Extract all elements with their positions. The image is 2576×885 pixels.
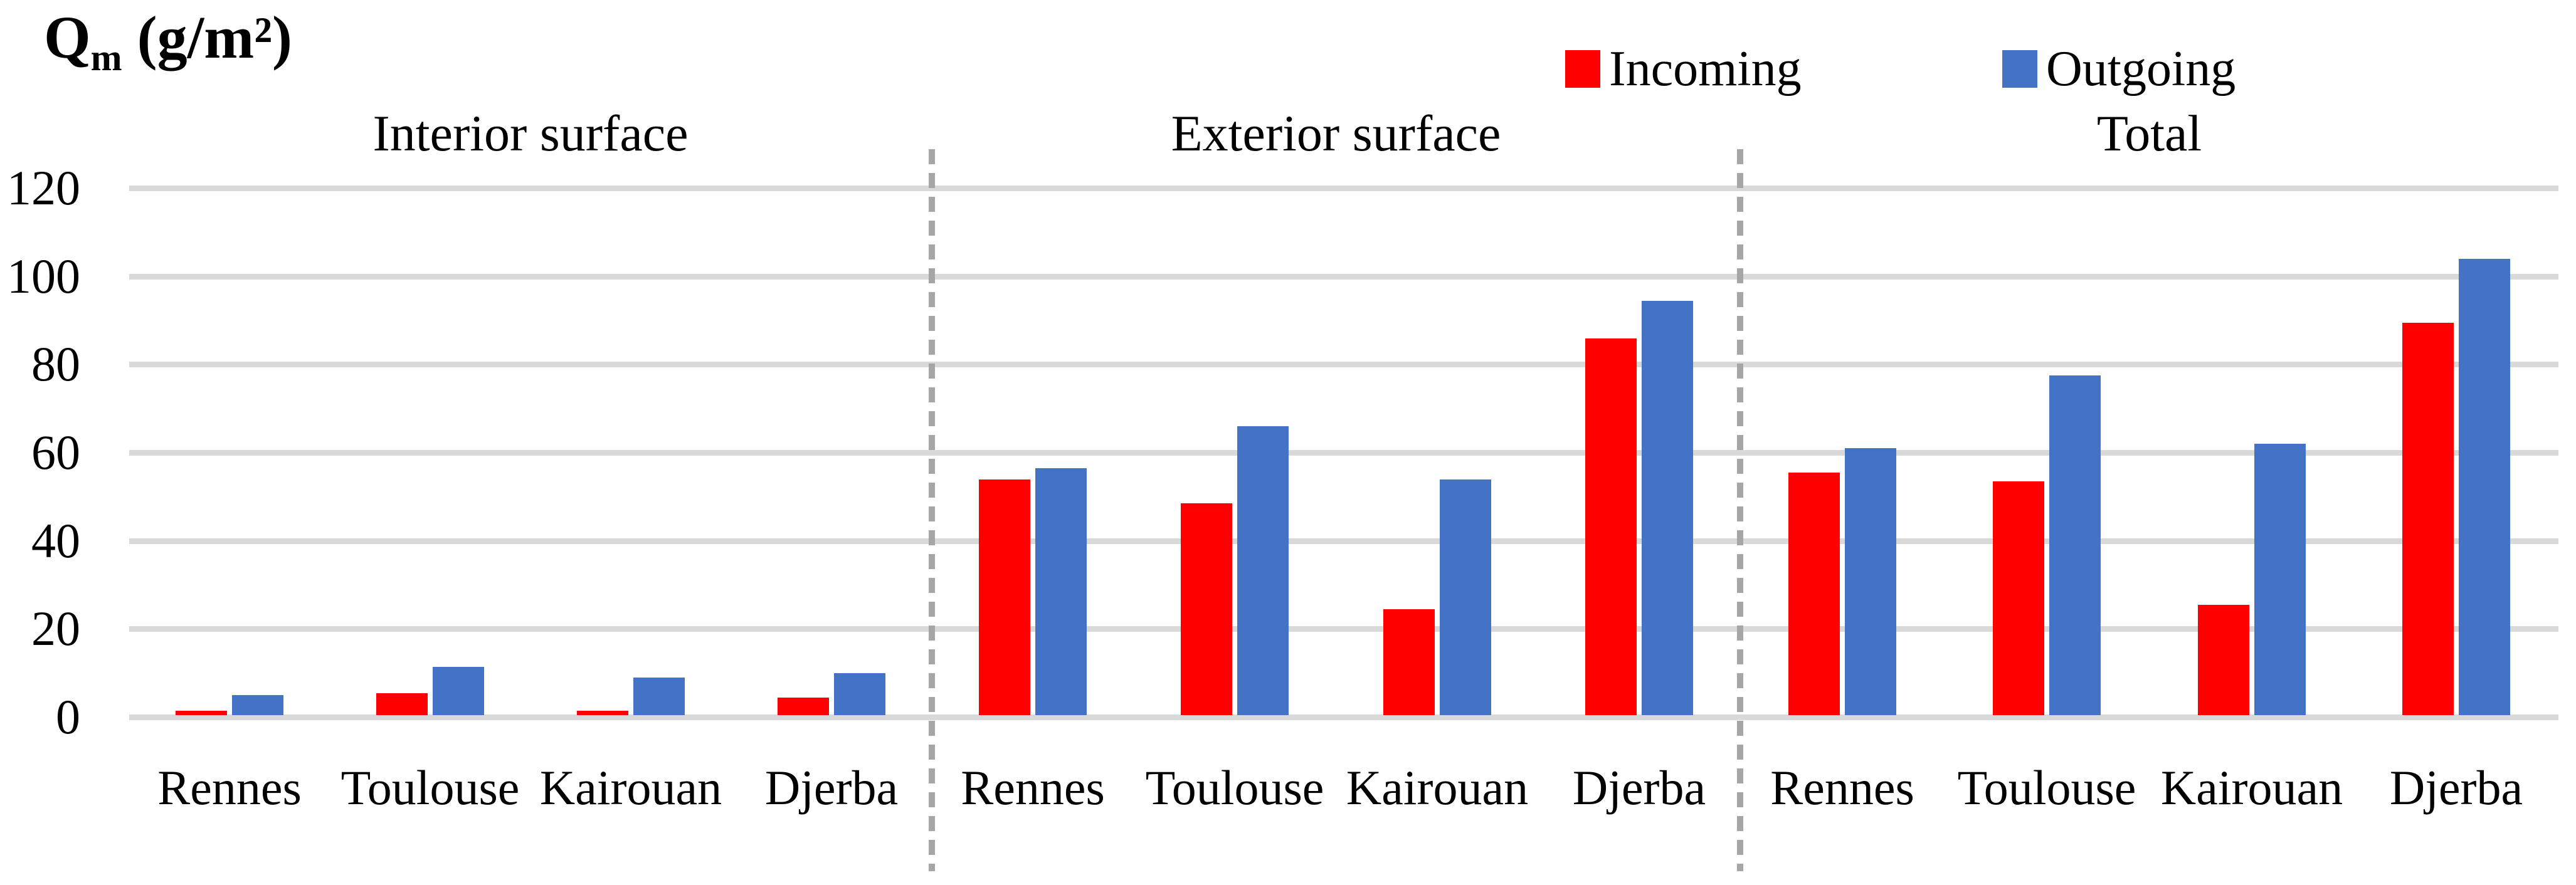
bar-incoming-exterior-surface-toulouse	[1181, 503, 1232, 715]
legend-swatch-outgoing-icon	[2002, 50, 2037, 88]
legend-item-incoming: Incoming	[1565, 44, 1802, 94]
x-axis-category-label-total-kairouan: Kairouan	[2160, 760, 2343, 815]
y-axis-tick-label-20: 20	[31, 601, 80, 656]
x-axis-category-label-interior-surface-rennes: Rennes	[157, 760, 302, 815]
y-axis-tick-label-60: 60	[31, 425, 80, 479]
gridline-100	[129, 274, 2558, 280]
bar-incoming-interior-surface-rennes	[176, 711, 227, 715]
legend-item-outgoing: Outgoing	[2002, 44, 2236, 94]
x-axis-category-label-interior-surface-kairouan: Kairouan	[539, 760, 722, 815]
panel-title-total: Total	[2096, 105, 2202, 162]
legend-label-outgoing: Outgoing	[2046, 41, 2236, 97]
x-axis-category-label-interior-surface-toulouse: Toulouse	[340, 760, 520, 815]
gridline-40	[129, 538, 2558, 544]
bar-incoming-exterior-surface-djerba	[1585, 338, 1637, 715]
y-axis-tick-label-120: 120	[7, 160, 80, 215]
x-axis-category-label-exterior-surface-djerba: Djerba	[1572, 760, 1706, 815]
chart-title-subscript: m	[90, 37, 122, 78]
gridline-120	[129, 186, 2558, 191]
bar-outgoing-exterior-surface-rennes	[1035, 468, 1087, 715]
panel-title-exterior-surface: Exterior surface	[1171, 105, 1501, 162]
bar-outgoing-total-djerba	[2459, 259, 2510, 715]
x-axis-category-label-exterior-surface-toulouse: Toulouse	[1145, 760, 1324, 815]
y-axis-tick-label-80: 80	[31, 337, 80, 391]
bar-incoming-total-djerba	[2402, 323, 2454, 715]
x-axis-category-label-exterior-surface-rennes: Rennes	[961, 760, 1105, 815]
bar-incoming-total-toulouse	[1993, 481, 2044, 715]
bar-outgoing-interior-surface-rennes	[232, 695, 283, 715]
legend-label-incoming: Incoming	[1609, 41, 1802, 97]
chart-title-units: (g/m²)	[122, 4, 293, 71]
x-axis-category-label-interior-surface-djerba: Djerba	[764, 760, 899, 815]
y-axis-tick-label-0: 0	[56, 689, 80, 744]
panel-separator-2	[1737, 149, 1743, 871]
bar-incoming-exterior-surface-kairouan	[1383, 609, 1435, 715]
x-axis-category-label-total-djerba: Djerba	[2389, 760, 2523, 815]
y-axis-tick-label-100: 100	[7, 249, 80, 303]
bar-outgoing-interior-surface-kairouan	[633, 678, 685, 715]
panel-separator-1	[929, 149, 935, 871]
x-axis-category-label-exterior-surface-kairouan: Kairouan	[1346, 760, 1529, 815]
legend-swatch-incoming-icon	[1565, 50, 1600, 88]
panel-title-interior-surface: Interior surface	[372, 105, 689, 162]
bar-outgoing-total-kairouan	[2254, 444, 2306, 715]
bar-incoming-total-kairouan	[2198, 605, 2249, 715]
bar-outgoing-exterior-surface-toulouse	[1237, 426, 1289, 715]
bar-outgoing-total-rennes	[1845, 448, 1896, 715]
gridline-20	[129, 626, 2558, 632]
chart-title-symbol: Q	[44, 4, 91, 71]
bar-incoming-interior-surface-kairouan	[577, 711, 628, 715]
bar-incoming-total-rennes	[1788, 473, 1840, 715]
bar-outgoing-interior-surface-djerba	[834, 673, 885, 715]
bar-outgoing-exterior-surface-djerba	[1642, 301, 1693, 715]
bar-outgoing-total-toulouse	[2049, 375, 2101, 715]
gridline-60	[129, 450, 2558, 456]
gridline-0	[129, 715, 2558, 720]
x-axis-category-label-total-rennes: Rennes	[1770, 760, 1914, 815]
bar-outgoing-exterior-surface-kairouan	[1440, 479, 1491, 715]
x-axis-category-label-total-toulouse: Toulouse	[1957, 760, 2136, 815]
bar-outgoing-interior-surface-toulouse	[433, 667, 484, 715]
y-axis-tick-label-40: 40	[31, 513, 80, 568]
gridline-80	[129, 362, 2558, 367]
bar-incoming-interior-surface-toulouse	[376, 693, 428, 715]
bar-incoming-exterior-surface-rennes	[979, 479, 1030, 715]
chart-title: Qm (g/m²)	[44, 8, 292, 78]
bar-incoming-interior-surface-djerba	[778, 698, 829, 715]
